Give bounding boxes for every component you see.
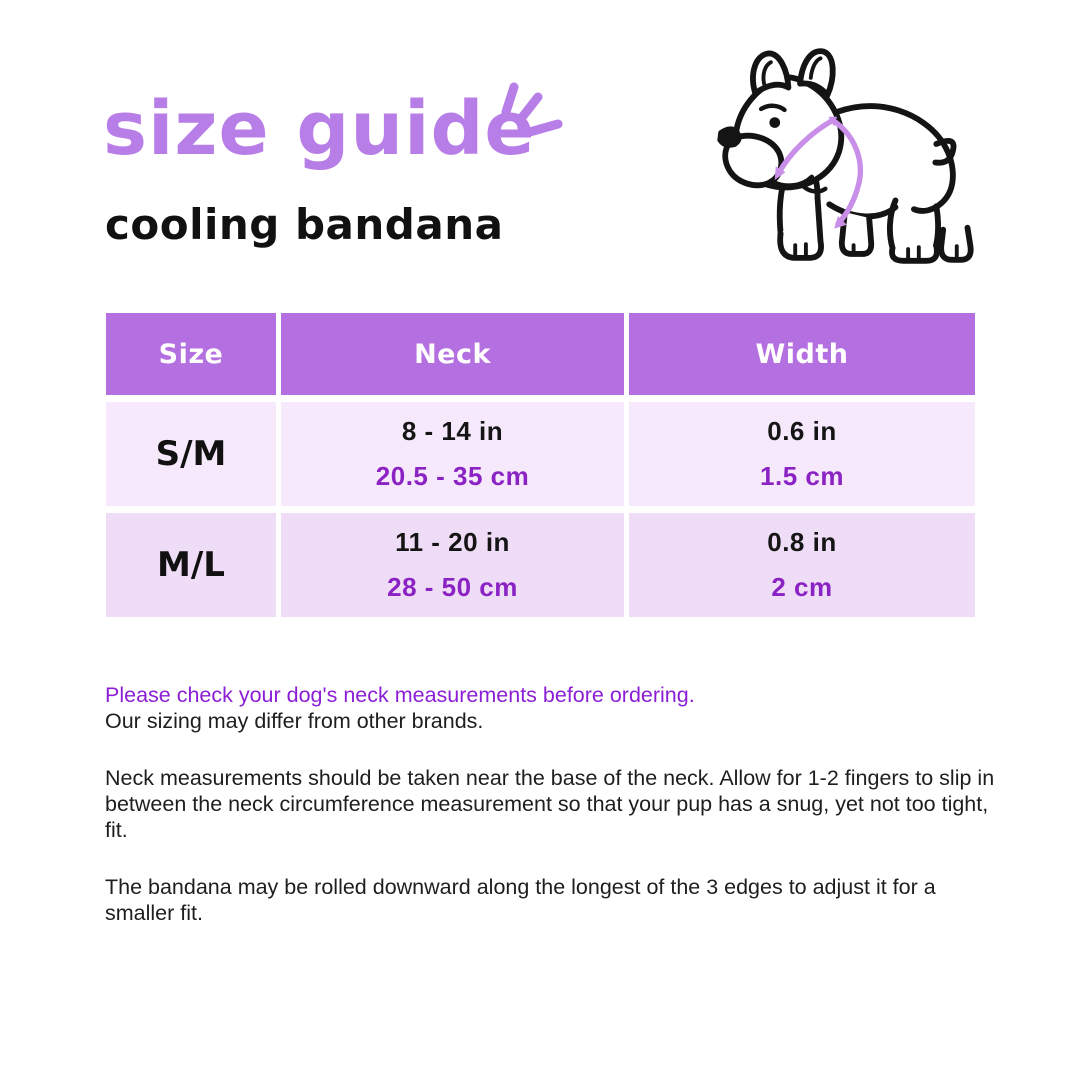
table-header-size: Size xyxy=(106,313,276,395)
width-cell-ml: 0.8 in 2 cm xyxy=(629,513,975,617)
neck-inches: 8 - 14 in xyxy=(401,416,504,446)
ordering-note: Please check your dog's neck measurement… xyxy=(105,682,1000,734)
size-cell-ml: M/L xyxy=(106,513,276,617)
roll-adjustment-note: The bandana may be rolled downward along… xyxy=(105,875,936,925)
size-label: S/M xyxy=(155,434,227,474)
page-title: size guide xyxy=(103,86,536,172)
size-cell-sm: S/M xyxy=(106,402,276,506)
width-cell-sm: 0.6 in 1.5 cm xyxy=(629,402,975,506)
table-header-neck: Neck xyxy=(281,313,624,395)
measurement-instructions: Neck measurements should be taken near t… xyxy=(105,766,995,842)
neck-cell-ml: 11 - 20 in 28 - 50 cm xyxy=(281,513,624,617)
sparkle-icon xyxy=(501,82,563,138)
size-table: Size Neck Width S/M 8 - 14 in 20.5 - 35 … xyxy=(106,313,975,617)
table-header-width: Width xyxy=(629,313,975,395)
width-inches: 0.6 in xyxy=(767,416,837,446)
width-centimeters: 1.5 cm xyxy=(760,461,844,491)
neck-cell-sm: 8 - 14 in 20.5 - 35 cm xyxy=(281,402,624,506)
french-bulldog-illustration xyxy=(717,48,974,264)
neck-centimeters: 20.5 - 35 cm xyxy=(375,461,530,491)
ordering-note-sub: Our sizing may differ from other brands. xyxy=(105,709,484,733)
ordering-note-highlight: Please check your dog's neck measurement… xyxy=(105,683,695,707)
size-label: M/L xyxy=(157,545,225,585)
neck-centimeters: 28 - 50 cm xyxy=(387,572,518,602)
product-subtitle: cooling bandana xyxy=(105,200,504,249)
notes-section: Please check your dog's neck measurement… xyxy=(105,682,1000,926)
neck-measurement-arc xyxy=(775,117,864,227)
width-inches: 0.8 in xyxy=(767,527,837,557)
neck-inches: 11 - 20 in xyxy=(395,527,510,557)
width-centimeters: 2 cm xyxy=(771,572,833,602)
